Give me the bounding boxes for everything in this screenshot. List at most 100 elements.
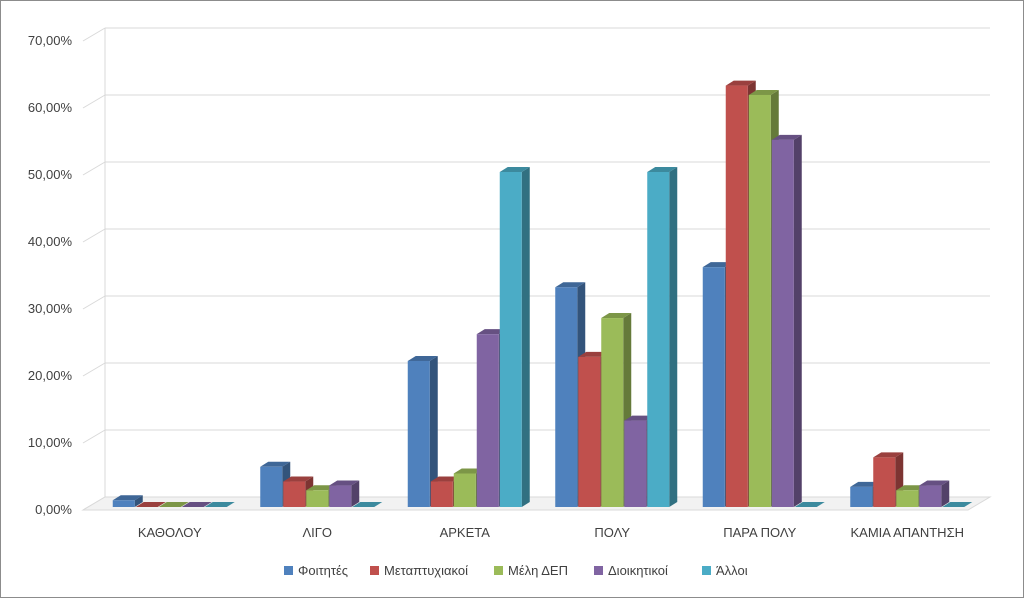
bar-top xyxy=(476,329,507,335)
bar-side xyxy=(521,167,530,507)
category-label: ΛΙΓΟ xyxy=(302,525,332,540)
bar-top xyxy=(555,282,586,288)
legend-label: Μέλη ΔΕΠ xyxy=(508,563,568,578)
bar xyxy=(647,167,678,507)
legend-swatch xyxy=(284,566,293,575)
bar-front xyxy=(407,360,430,507)
category-label: ΠΑΡΑ ΠΟΛΥ xyxy=(723,525,796,540)
x-axis-categories: ΚΑΘΟΛΟΥ ΛΙΓΟ ΑΡΚΕΤΑ ΠΟΛΥ ΠΑΡΑ ΠΟΛΥ ΚΑΜΙΑ ΑΠΑΝ… xyxy=(138,525,964,540)
bar xyxy=(135,502,166,507)
bar-top xyxy=(896,485,927,491)
bar-top xyxy=(407,355,438,361)
y-tick-label: 10,00% xyxy=(28,435,73,450)
bar-top xyxy=(204,502,235,507)
bar xyxy=(329,480,360,507)
bar-top xyxy=(647,167,678,172)
bar xyxy=(499,167,530,507)
bar-top xyxy=(850,481,881,487)
gridline-diagonal xyxy=(82,362,106,377)
legend-swatch xyxy=(370,566,379,575)
bar-front xyxy=(499,172,522,507)
y-tick-label: 70,00% xyxy=(28,33,73,48)
legend-item: Διοικητικοί xyxy=(594,563,668,578)
bar-front xyxy=(873,457,896,507)
bar-top xyxy=(283,476,314,482)
bar-top xyxy=(919,480,950,486)
bar-side xyxy=(669,167,678,507)
y-tick-label: 60,00% xyxy=(28,100,73,115)
bar-side xyxy=(429,355,438,507)
category-label: ΚΑΘΟΛΟΥ xyxy=(138,525,202,540)
bar-front xyxy=(748,94,771,507)
bar xyxy=(919,480,950,507)
gridline-diagonal xyxy=(82,161,106,176)
legend-label: Μεταπτυχιακοί xyxy=(384,563,468,578)
bar-front xyxy=(283,481,306,507)
bar-top xyxy=(873,452,904,458)
bar-top xyxy=(352,502,383,507)
bar-top xyxy=(624,415,655,421)
bar-top xyxy=(181,502,212,507)
legend-item: Φοιτητές xyxy=(284,563,348,578)
legend-swatch xyxy=(594,566,603,575)
gridline-diagonal xyxy=(82,27,106,42)
bar xyxy=(112,495,143,507)
legend-item: Μεταπτυχιακοί xyxy=(370,563,468,578)
bar-top xyxy=(725,80,756,86)
gridline-diagonal xyxy=(82,429,106,444)
legend-label: Διοικητικοί xyxy=(608,563,668,578)
bar-side xyxy=(351,480,360,507)
category-label: ΑΡΚΕΤΑ xyxy=(440,525,491,540)
bar xyxy=(771,134,802,507)
bar-front xyxy=(647,172,670,507)
bar-top xyxy=(430,476,461,482)
bar xyxy=(942,502,973,507)
bar-top xyxy=(329,480,360,486)
y-tick-label: 0,00% xyxy=(35,502,72,517)
y-tick-label: 40,00% xyxy=(28,234,73,249)
bar-top xyxy=(702,262,733,268)
gridline-diagonal xyxy=(82,94,106,109)
bar-front xyxy=(601,318,624,507)
bar-top xyxy=(453,468,484,474)
bar xyxy=(158,502,189,507)
bar-top xyxy=(499,167,530,172)
bar-top xyxy=(260,461,291,467)
bar xyxy=(794,502,825,507)
bar xyxy=(181,502,212,507)
bar-front xyxy=(555,287,578,507)
bar-side xyxy=(941,480,950,507)
bar-front xyxy=(306,490,329,507)
bar xyxy=(204,502,235,507)
legend-swatch xyxy=(702,566,711,575)
bar-top xyxy=(135,502,166,507)
bar-front xyxy=(453,473,476,507)
bar-front xyxy=(850,486,873,507)
gridline-diagonal xyxy=(82,228,106,243)
legend: Φοιτητές Μεταπτυχιακοί Μέλη ΔΕΠ Διοικητικοί… xyxy=(284,563,748,578)
gridline-diagonal xyxy=(82,295,106,310)
bar-top xyxy=(112,495,143,501)
bar-front xyxy=(329,485,352,507)
bar-front xyxy=(578,356,601,507)
bar-front xyxy=(702,267,725,507)
bar-front xyxy=(624,420,647,507)
bar-top xyxy=(942,502,973,507)
grid-layer xyxy=(81,27,992,511)
legend-item: Άλλοι xyxy=(702,563,748,578)
y-tick-label: 50,00% xyxy=(28,167,73,182)
bar-front xyxy=(919,485,942,507)
y-tick-label: 30,00% xyxy=(28,301,73,316)
bars xyxy=(112,80,973,507)
bar xyxy=(407,355,438,507)
bar-front xyxy=(430,481,453,507)
bar-side xyxy=(134,495,143,507)
bar-front xyxy=(896,490,919,507)
y-tick-label: 20,00% xyxy=(28,368,73,383)
bar-top xyxy=(748,89,779,95)
bar-top xyxy=(158,502,189,507)
legend-item: Μέλη ΔΕΠ xyxy=(494,563,568,578)
legend-label: Φοιτητές xyxy=(298,563,348,578)
y-axis-ticks: 0,00% 10,00% 20,00% 30,00% 40,00% 50,00% 60,00… xyxy=(28,33,73,517)
